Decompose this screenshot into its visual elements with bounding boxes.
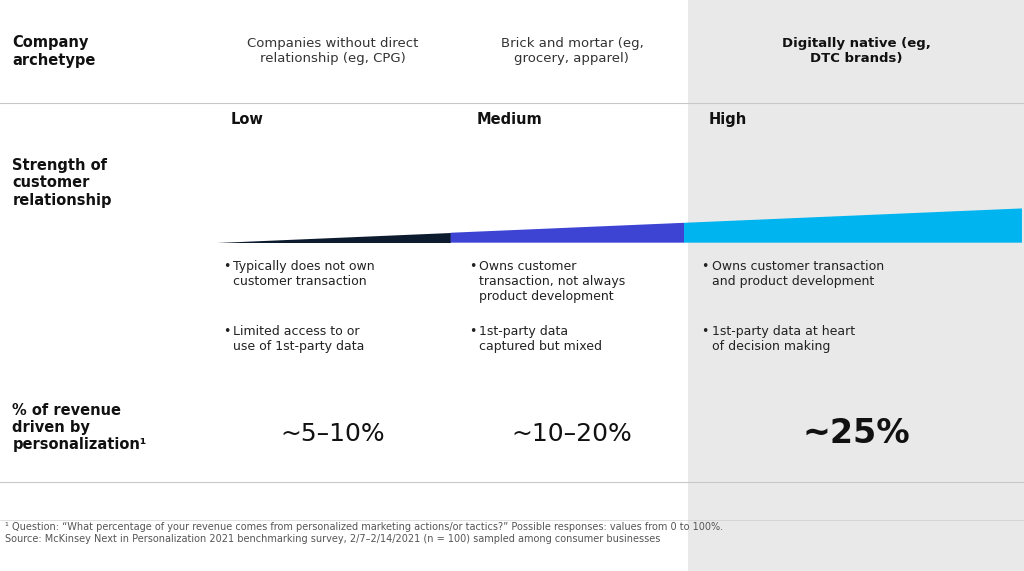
Polygon shape <box>684 208 1022 243</box>
Text: Strength of
customer
relationship: Strength of customer relationship <box>12 158 112 208</box>
Text: Companies without direct
relationship (eg, CPG): Companies without direct relationship (e… <box>247 37 419 66</box>
Bar <box>688 0 1024 571</box>
Text: Company
archetype: Company archetype <box>12 35 95 67</box>
Text: Owns customer
transaction, not always
product development: Owns customer transaction, not always pr… <box>479 260 626 303</box>
Text: Digitally native (eg,
DTC brands): Digitally native (eg, DTC brands) <box>781 37 931 66</box>
Polygon shape <box>217 233 451 243</box>
Text: Limited access to or
use of 1st-party data: Limited access to or use of 1st-party da… <box>233 325 365 353</box>
Text: ~10–20%: ~10–20% <box>512 422 632 446</box>
Text: High: High <box>709 112 746 127</box>
Text: Medium: Medium <box>476 112 542 127</box>
Text: Typically does not own
customer transaction: Typically does not own customer transact… <box>233 260 375 288</box>
Text: ¹ Question: “What percentage of your revenue comes from personalized marketing a: ¹ Question: “What percentage of your rev… <box>5 522 723 544</box>
Text: Low: Low <box>230 112 263 127</box>
Text: •: • <box>223 325 230 339</box>
Text: ~25%: ~25% <box>802 417 910 451</box>
Text: •: • <box>701 260 709 273</box>
Polygon shape <box>451 223 684 243</box>
Text: ~5–10%: ~5–10% <box>281 422 385 446</box>
Text: Owns customer transaction
and product development: Owns customer transaction and product de… <box>712 260 884 288</box>
Text: •: • <box>701 325 709 339</box>
Text: •: • <box>469 325 476 339</box>
Text: 1st-party data at heart
of decision making: 1st-party data at heart of decision maki… <box>712 325 855 353</box>
Text: 1st-party data
captured but mixed: 1st-party data captured but mixed <box>479 325 602 353</box>
Text: % of revenue
driven by
personalization¹: % of revenue driven by personalization¹ <box>12 403 146 452</box>
Text: •: • <box>469 260 476 273</box>
Text: •: • <box>223 260 230 273</box>
Text: Brick and mortar (eg,
grocery, apparel): Brick and mortar (eg, grocery, apparel) <box>501 37 643 66</box>
